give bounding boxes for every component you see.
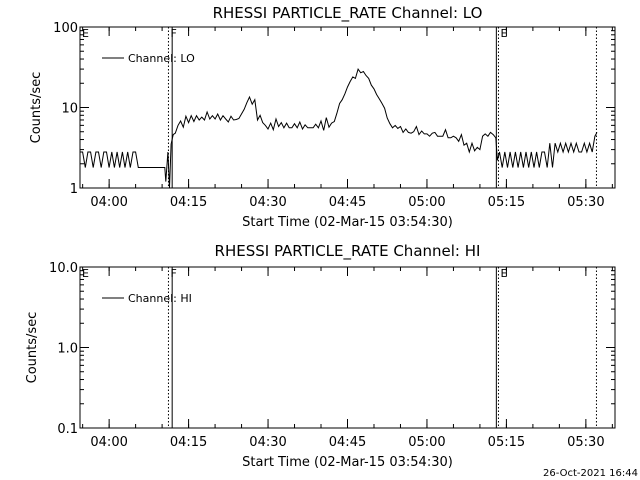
x-axis-label: Start Time (02-Mar-15 03:54:30) — [242, 455, 453, 470]
x-tick-label: 05:30 — [567, 195, 604, 210]
legend-label: Channel: HI — [128, 292, 192, 305]
series-line-0 — [80, 67, 598, 189]
x-tick-label: 05:00 — [408, 195, 445, 210]
flag-label: E — [500, 27, 507, 40]
x-tick-label: 04:45 — [329, 195, 366, 210]
y-tick-label: 0.1 — [57, 422, 78, 437]
x-tick-label: 05:15 — [488, 195, 525, 210]
x-tick-label: 04:15 — [170, 435, 207, 450]
x-tick-label: 05:30 — [567, 435, 604, 450]
x-tick-label: 05:00 — [408, 435, 445, 450]
y-axis-label: Counts/sec — [25, 312, 40, 384]
panel-lo: RHESSI PARTICLE_RATE Channel: LO 1 10 100 04… — [29, 4, 616, 230]
y-tick-label: 10.0 — [49, 261, 78, 276]
plot-timestamp: 26-Oct-2021 16:44 — [543, 468, 638, 479]
flag-label: E — [500, 267, 507, 280]
panel-hi: RHESSI PARTICLE_RATE Channel: HI 0.1 1.0 10… — [25, 242, 616, 470]
x-tick-label: 05:15 — [488, 435, 525, 450]
y-axis-label: Counts/sec — [29, 72, 44, 144]
flag-label: F — [170, 27, 176, 40]
flag-label: F — [170, 267, 176, 280]
y-tick-label: 100 — [53, 21, 78, 36]
flag-label-left: E — [82, 27, 89, 40]
y-tick-label: 10 — [61, 102, 78, 117]
x-tick-label: 04:45 — [329, 435, 366, 450]
x-tick-label: 04:15 — [170, 195, 207, 210]
y-tick-label: 1.0 — [57, 342, 78, 357]
y-tick-label: 1 — [70, 182, 78, 197]
x-tick-label: 04:00 — [90, 435, 127, 450]
chart-title: RHESSI PARTICLE_RATE Channel: LO — [213, 4, 483, 23]
x-axis-label: Start Time (02-Mar-15 03:54:30) — [242, 215, 453, 230]
chart-title: RHESSI PARTICLE_RATE Channel: HI — [215, 242, 481, 261]
x-tick-label: 04:00 — [90, 195, 127, 210]
x-tick-label: 04:30 — [249, 195, 286, 210]
flag-label-left: E — [82, 267, 89, 280]
x-tick-label: 04:30 — [249, 435, 286, 450]
legend-label: Channel: LO — [128, 52, 195, 65]
